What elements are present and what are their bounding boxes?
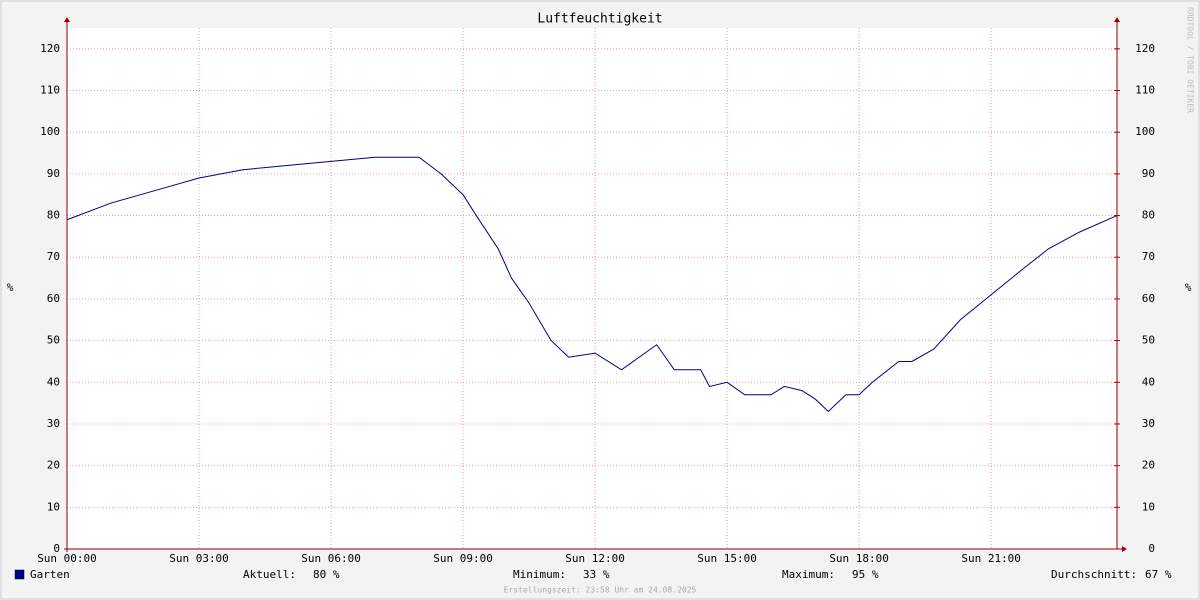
y2-tick-label: 90 [1142, 167, 1155, 180]
y2-tick-label: 120 [1135, 42, 1155, 55]
stat-value: 95 % [852, 568, 879, 581]
y2-tick-label: 110 [1135, 84, 1155, 97]
arrow [1122, 546, 1127, 552]
arrow [64, 17, 70, 22]
watermark: RRDTOOL / TOBI OETIKER [1186, 7, 1195, 113]
y-tick-label: 40 [47, 375, 60, 388]
y-tick-label: 0 [53, 542, 60, 555]
x-tick-label: Sun 09:00 [433, 552, 493, 565]
y-tick-label: 110 [40, 84, 60, 97]
y2-tick-label: 30 [1142, 417, 1155, 430]
y-tick-label: 90 [47, 167, 60, 180]
x-tick-label: Sun 21:00 [961, 552, 1021, 565]
chart-title: Luftfeuchtigkeit [537, 12, 662, 27]
y2-tick-label: 10 [1142, 500, 1155, 513]
y-tick-label: 80 [47, 209, 60, 222]
stat-label: Minimum: [513, 568, 566, 581]
data-line [66, 156, 1118, 413]
stat-label: Maximum: [782, 568, 835, 581]
y-axis-label: % [7, 281, 14, 294]
y2-tick-label: 20 [1142, 459, 1155, 472]
x-tick-label: Sun 00:00 [37, 552, 97, 565]
y2-tick-label: 40 [1142, 375, 1155, 388]
y-tick-label: 60 [47, 292, 60, 305]
y-tick-label: 100 [40, 125, 60, 138]
y-tick-label: 10 [47, 500, 60, 513]
y2-tick-label: 80 [1142, 209, 1155, 222]
stat-value: 33 % [583, 568, 610, 581]
y-tick-label: 20 [47, 459, 60, 472]
y2-axis-label: % [1185, 281, 1192, 294]
y-tick-label: 30 [47, 417, 60, 430]
x-tick-label: Sun 15:00 [697, 552, 757, 565]
y2-tick-label: 100 [1135, 125, 1155, 138]
y2-tick-label: 60 [1142, 292, 1155, 305]
x-tick-label: Sun 12:00 [565, 552, 625, 565]
y-tick-label: 120 [40, 42, 60, 55]
stat-label: Aktuell: [243, 568, 296, 581]
legend-swatch [14, 569, 25, 580]
y2-tick-label: 70 [1142, 250, 1155, 263]
footer: Erstellungszeit: 23:58 Uhr am 24.08.2025 [504, 586, 697, 595]
y-tick-label: 50 [47, 334, 60, 347]
stat-value: 67 % [1145, 568, 1172, 581]
y2-tick-label: 0 [1148, 542, 1155, 555]
stat-value: 80 % [313, 568, 340, 581]
plot-area [67, 28, 1117, 549]
y2-tick-label: 50 [1142, 334, 1155, 347]
legend-label: Garten [30, 568, 70, 581]
y-tick-label: 70 [47, 250, 60, 263]
x-tick-label: Sun 18:00 [829, 552, 889, 565]
x-tick-label: Sun 06:00 [301, 552, 361, 565]
arrow [1114, 17, 1120, 22]
x-tick-label: Sun 03:00 [169, 552, 229, 565]
stat-label: Durchschnitt: [1051, 568, 1137, 581]
